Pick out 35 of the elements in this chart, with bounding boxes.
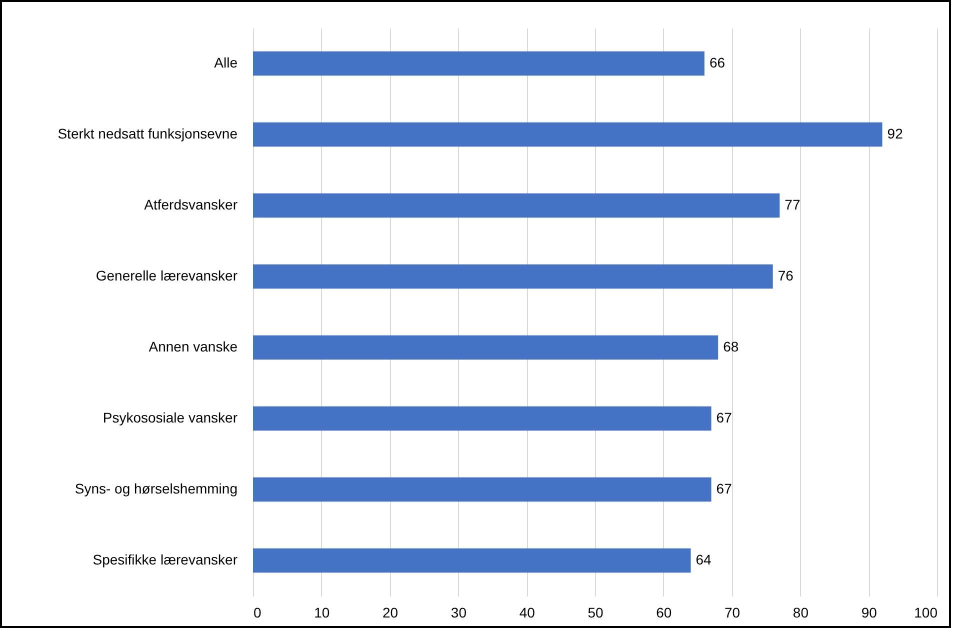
y-tick-label: Psykososiale vansker	[102, 410, 238, 426]
y-tick-label: Syns- og hørselshemming	[74, 480, 238, 496]
data-label: 92	[887, 126, 904, 142]
x-tick-label: 100	[914, 604, 938, 620]
y-tick-label: Annen vanske	[148, 338, 238, 354]
bar	[253, 51, 704, 76]
x-tick-label: 0	[254, 604, 262, 620]
x-tick-label: 40	[519, 604, 536, 620]
bar	[253, 122, 882, 147]
x-tick-label: 50	[588, 604, 604, 620]
bar	[253, 193, 780, 218]
data-label: 76	[778, 268, 794, 284]
y-tick-label: Atferdsvansker	[144, 196, 238, 212]
x-tick-label: 70	[724, 604, 740, 620]
bar	[253, 264, 773, 289]
bar	[253, 477, 712, 502]
data-label: 68	[723, 338, 739, 354]
y-tick-label: Sterkt nedsatt funksjonsevne	[58, 126, 238, 142]
data-label: 67	[716, 410, 732, 426]
bar	[253, 335, 718, 360]
data-label: 64	[696, 552, 712, 568]
x-tick-label: 60	[656, 604, 672, 620]
y-tick-label: Alle	[214, 54, 238, 70]
data-label: 67	[716, 480, 732, 496]
bar	[253, 548, 691, 573]
y-tick-label: Generelle lærevansker	[96, 268, 238, 284]
x-tick-label: 30	[450, 604, 467, 620]
data-label: 77	[784, 196, 800, 212]
x-tick-label: 20	[382, 604, 398, 620]
data-label: 66	[709, 54, 726, 70]
x-tick-label: 80	[792, 604, 809, 620]
x-tick-label: 10	[314, 604, 330, 620]
y-tick-label: Spesifikke lærevansker	[92, 552, 238, 568]
bar	[253, 406, 712, 431]
x-tick-label: 90	[861, 604, 878, 620]
